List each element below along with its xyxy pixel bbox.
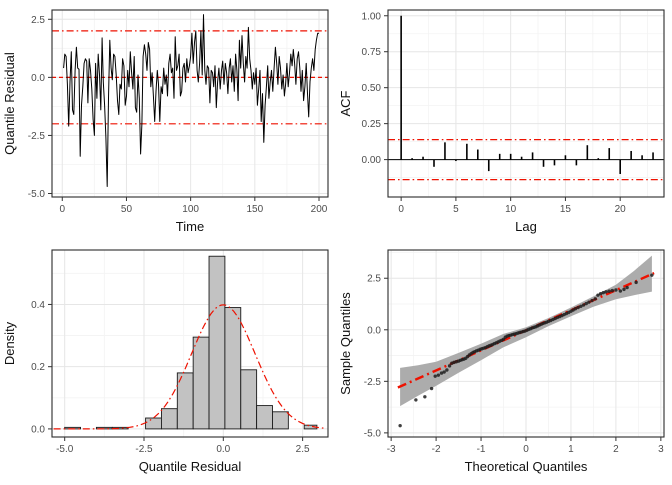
- svg-text:-3: -3: [387, 444, 396, 455]
- svg-text:0.0: 0.0: [367, 325, 381, 336]
- svg-text:Quantile Residual: Quantile Residual: [2, 52, 17, 155]
- svg-text:-5.0: -5.0: [56, 444, 74, 455]
- svg-text:1.00: 1.00: [362, 11, 382, 22]
- svg-text:-1: -1: [477, 444, 486, 455]
- svg-text:1: 1: [568, 444, 574, 455]
- acf-chart: 0 5 10 15 20 0.00 0.25 0.50 0.75 1.00 Lag ACF: [338, 9, 665, 234]
- svg-text:0.4: 0.4: [31, 300, 45, 311]
- svg-text:-2.5: -2.5: [135, 444, 153, 455]
- panel-residual-histogram: -5.0 -2.5 0.0 2.5 0.0 0.2 0.4 Quantile Residual…: [0, 240, 336, 480]
- svg-text:Theoretical Quantiles: Theoretical Quantiles: [465, 459, 588, 474]
- panel-quantile-residual-series: 0 50 100 150 200 -5.0 -2.5 0.0 2.5 Time Quantile R…: [0, 0, 336, 240]
- svg-text:-2.5: -2.5: [28, 131, 46, 142]
- svg-text:100: 100: [182, 204, 199, 215]
- svg-text:20: 20: [615, 204, 627, 215]
- svg-text:2: 2: [613, 444, 619, 455]
- svg-text:0.75: 0.75: [362, 47, 382, 58]
- svg-text:0.0: 0.0: [31, 424, 45, 435]
- svg-text:Quantile Residual: Quantile Residual: [139, 459, 242, 474]
- svg-text:Sample Quantiles: Sample Quantiles: [338, 292, 353, 395]
- svg-text:0.25: 0.25: [362, 119, 382, 130]
- svg-text:0.0: 0.0: [216, 444, 230, 455]
- svg-text:Lag: Lag: [515, 219, 537, 234]
- svg-text:-2.5: -2.5: [364, 377, 382, 388]
- svg-text:150: 150: [246, 204, 263, 215]
- svg-text:ACF: ACF: [338, 90, 353, 116]
- qq-plot-chart: -3 -2 -1 0 1 2 3 -5.0 -2.5 0.0 2.5 Theoretical Quan…: [338, 249, 665, 474]
- svg-text:10: 10: [505, 204, 517, 215]
- panel-qq-plot: -3 -2 -1 0 1 2 3 -5.0 -2.5 0.0 2.5 Theoretical Quan…: [336, 240, 672, 480]
- svg-text:Time: Time: [176, 219, 204, 234]
- svg-text:0.50: 0.50: [362, 83, 382, 94]
- svg-text:0.00: 0.00: [362, 155, 382, 166]
- svg-text:0.0: 0.0: [31, 73, 45, 84]
- svg-text:2.5: 2.5: [296, 444, 310, 455]
- svg-text:2.5: 2.5: [367, 274, 381, 285]
- svg-text:2.5: 2.5: [31, 15, 45, 26]
- svg-text:3: 3: [658, 444, 664, 455]
- svg-text:-5.0: -5.0: [364, 428, 382, 439]
- svg-text:Density: Density: [2, 321, 17, 365]
- residual-histogram-chart: -5.0 -2.5 0.0 2.5 0.0 0.2 0.4 Quantile Residual…: [2, 249, 329, 474]
- svg-text:5: 5: [453, 204, 459, 215]
- svg-text:-5.0: -5.0: [28, 189, 46, 200]
- svg-text:0.2: 0.2: [31, 362, 45, 373]
- svg-text:200: 200: [311, 204, 328, 215]
- svg-text:0: 0: [59, 204, 65, 215]
- svg-text:15: 15: [560, 204, 572, 215]
- panel-acf: 0 5 10 15 20 0.00 0.25 0.50 0.75 1.00 Lag ACF: [336, 0, 672, 240]
- svg-text:0: 0: [523, 444, 529, 455]
- svg-text:0: 0: [398, 204, 404, 215]
- svg-text:-2: -2: [432, 444, 441, 455]
- svg-text:50: 50: [121, 204, 133, 215]
- quantile-residual-series-chart: 0 50 100 150 200 -5.0 -2.5 0.0 2.5 Time Quantile R…: [2, 9, 329, 234]
